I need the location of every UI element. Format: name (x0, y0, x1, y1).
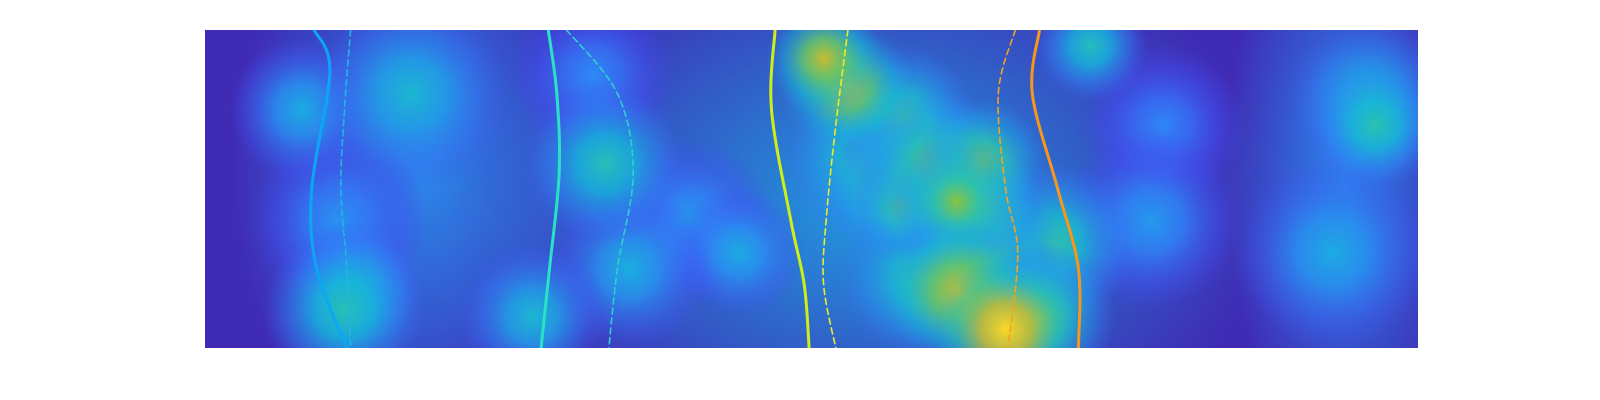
heatmap-blob (1033, 30, 1148, 104)
heatmap-blob (1234, 154, 1418, 348)
heatmap-layer (205, 30, 1418, 348)
heatmap-blob (523, 81, 688, 246)
dashed-curve-6 (997, 30, 1019, 348)
heatmap-blob (766, 30, 881, 116)
dashed-curve-1 (340, 30, 352, 348)
heatmap-blob (312, 30, 510, 192)
dashed-curve-3 (565, 30, 635, 348)
heatmap-blob (458, 242, 607, 348)
solid-curve-0 (309, 30, 349, 348)
dashed-curve-5 (822, 30, 849, 348)
solid-curve-4 (769, 30, 811, 348)
heatmap-blob (262, 227, 427, 348)
heatmap-blob (1310, 59, 1418, 191)
solid-curve-2 (539, 30, 562, 348)
solid-curve-7 (1030, 30, 1082, 348)
curve-layer (309, 30, 1082, 348)
heatmap-blob (931, 255, 1080, 348)
